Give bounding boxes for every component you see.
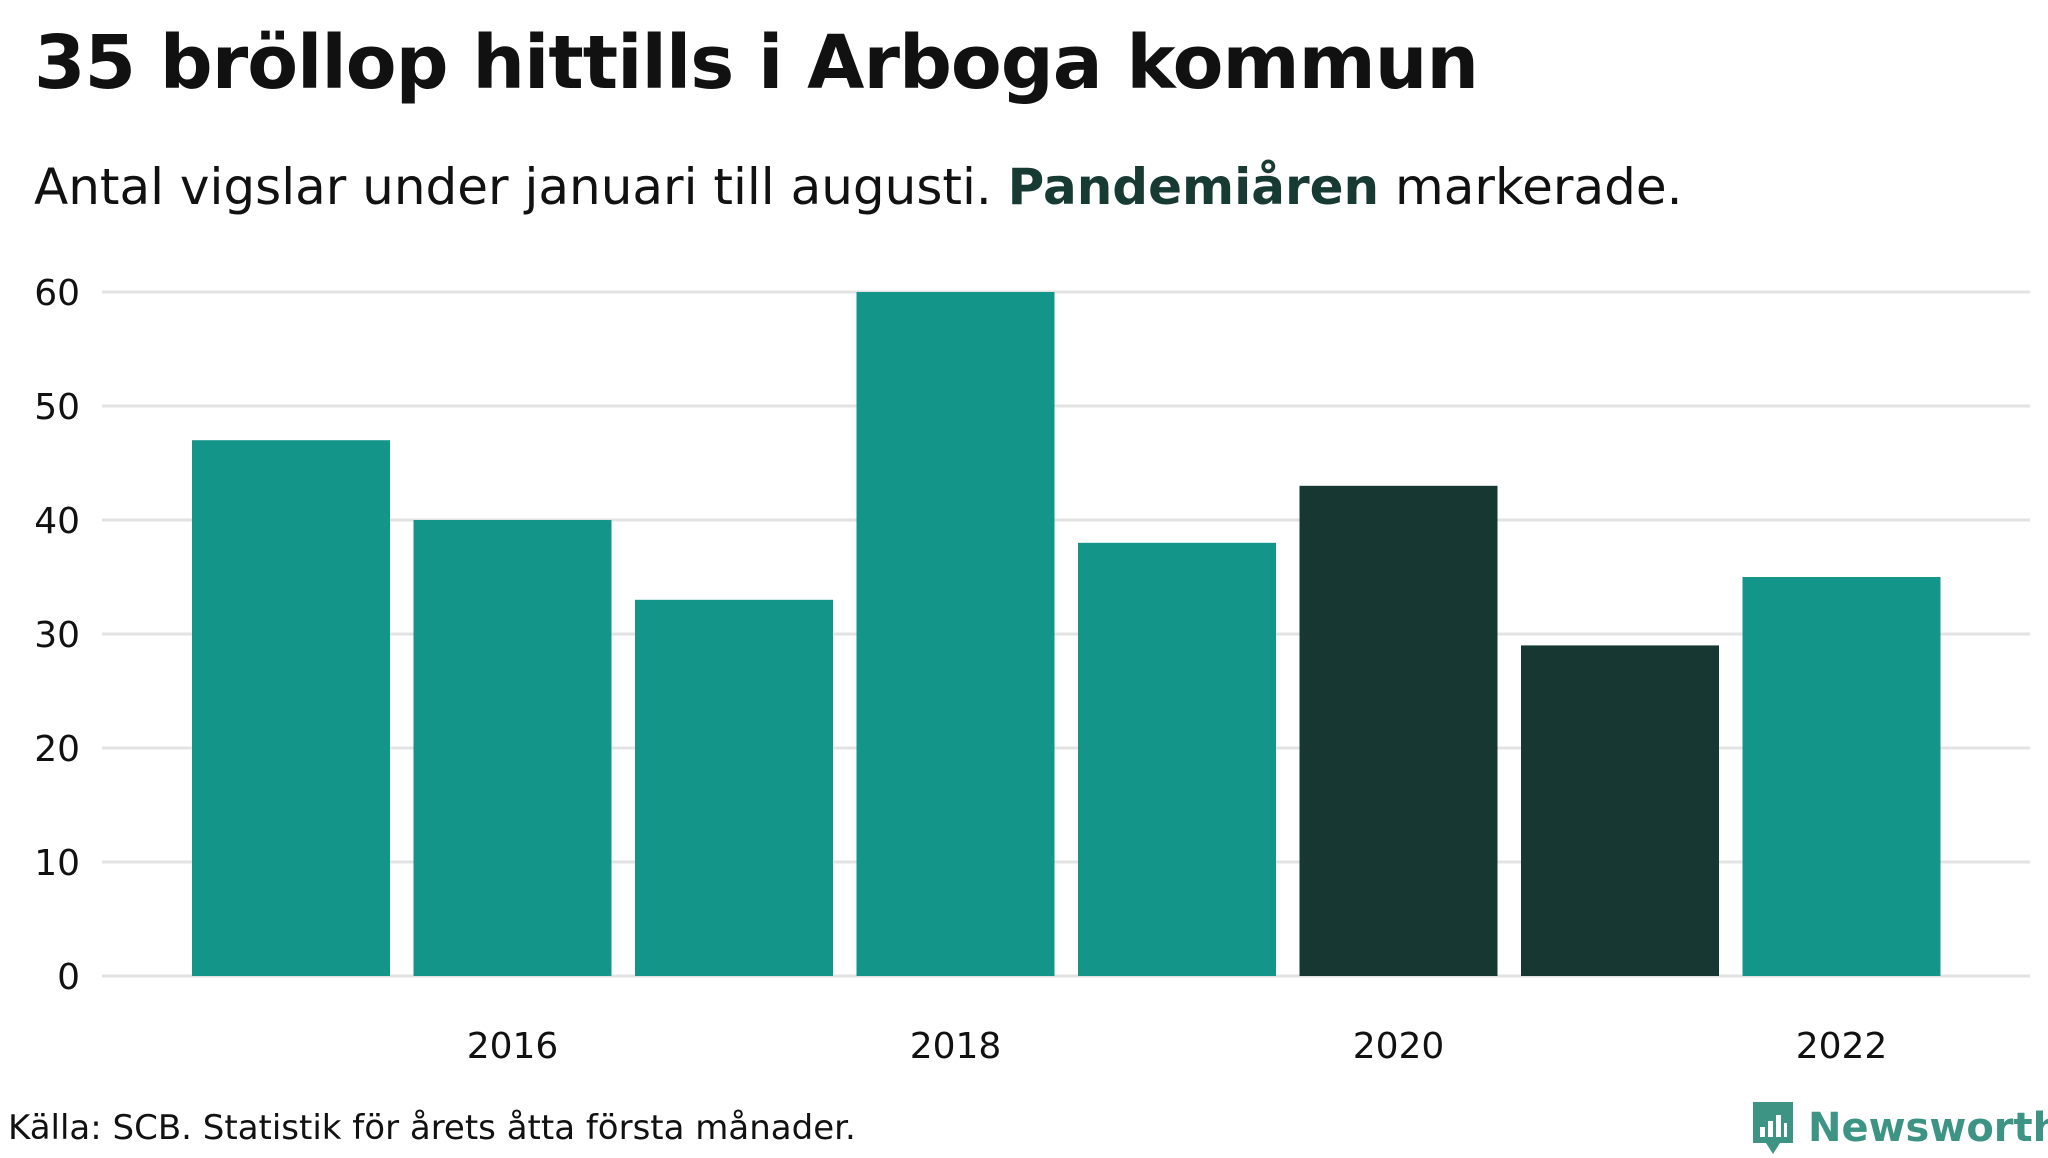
subtitle-highlight: Pandemiåren (1007, 158, 1380, 216)
bar-2015 (192, 440, 390, 976)
chart-title: 35 bröllop hittills i Arboga kommun (34, 20, 1479, 106)
bar-2021 (1521, 645, 1719, 976)
x-tick-label: 2020 (1353, 1026, 1445, 1067)
chart-subtitle: Antal vigslar under januari till augusti… (34, 158, 1682, 216)
newsworthy-icon (1753, 1102, 1793, 1154)
bar-2016 (413, 520, 612, 976)
y-tick-label: 30 (34, 615, 80, 656)
y-tick-label: 20 (34, 729, 80, 770)
y-tick-label: 0 (57, 957, 80, 998)
y-tick-label: 40 (34, 501, 80, 542)
x-tick-label: 2016 (467, 1026, 559, 1067)
x-tick-label: 2018 (910, 1026, 1002, 1067)
y-tick-label: 60 (34, 273, 80, 314)
brand-logo: Newsworthy (1750, 1098, 2048, 1158)
source-note: Källa: SCB. Statistik för årets åtta för… (8, 1108, 856, 1148)
bar-2019 (1078, 542, 1276, 976)
brand-name: Newsworthy (1808, 1105, 2048, 1151)
subtitle-text-end: markerade. (1379, 158, 1683, 216)
y-tick-label: 10 (34, 843, 80, 884)
bar-2017 (635, 599, 833, 976)
subtitle-text: Antal vigslar under januari till augusti… (34, 158, 1008, 216)
x-tick-label: 2022 (1796, 1026, 1888, 1067)
y-tick-label: 50 (34, 387, 80, 428)
bar-2020 (1299, 485, 1498, 976)
bar-2022 (1742, 577, 1941, 976)
bar-2018 (856, 292, 1055, 976)
